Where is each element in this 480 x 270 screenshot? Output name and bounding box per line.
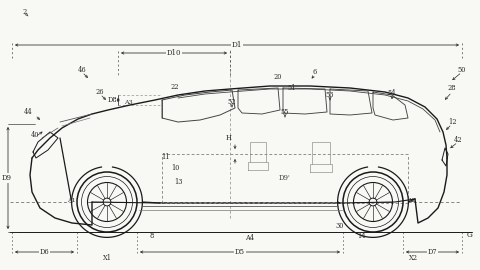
Text: 44: 44 bbox=[24, 108, 32, 116]
Text: X1: X1 bbox=[103, 254, 111, 262]
Text: D9: D9 bbox=[2, 174, 12, 182]
Text: 30: 30 bbox=[336, 222, 344, 230]
Text: D5: D5 bbox=[235, 248, 245, 256]
Text: 13: 13 bbox=[174, 178, 182, 186]
Text: 42: 42 bbox=[454, 136, 462, 144]
Text: D6: D6 bbox=[40, 248, 49, 256]
Text: A1: A1 bbox=[67, 197, 75, 202]
Text: 12: 12 bbox=[448, 118, 456, 126]
Text: 28: 28 bbox=[448, 84, 456, 92]
Text: D7: D7 bbox=[428, 248, 437, 256]
Text: 54: 54 bbox=[388, 89, 396, 97]
Text: D8: D8 bbox=[107, 96, 117, 104]
Text: 2: 2 bbox=[23, 8, 27, 16]
Text: 40: 40 bbox=[31, 131, 39, 139]
Text: D9': D9' bbox=[279, 174, 291, 183]
Text: H: H bbox=[226, 134, 232, 142]
Text: A4: A4 bbox=[245, 234, 254, 242]
Text: 6: 6 bbox=[313, 68, 317, 76]
Text: 50: 50 bbox=[458, 66, 466, 74]
Text: 20: 20 bbox=[274, 73, 282, 81]
Text: D1: D1 bbox=[232, 41, 242, 49]
Text: 26: 26 bbox=[96, 88, 104, 96]
Text: A2: A2 bbox=[407, 197, 415, 202]
Text: X2: X2 bbox=[408, 254, 418, 262]
Text: G: G bbox=[467, 231, 473, 239]
Text: 8: 8 bbox=[150, 232, 154, 240]
Text: 53: 53 bbox=[326, 91, 334, 99]
Text: 52: 52 bbox=[228, 98, 236, 106]
Text: 10: 10 bbox=[171, 164, 179, 172]
Text: D10: D10 bbox=[167, 49, 181, 57]
Text: 14: 14 bbox=[358, 232, 366, 240]
Text: 55: 55 bbox=[281, 108, 289, 116]
Text: 51: 51 bbox=[288, 84, 296, 92]
Text: 11: 11 bbox=[161, 153, 169, 161]
Text: A3: A3 bbox=[124, 100, 132, 104]
Text: 22: 22 bbox=[171, 83, 179, 91]
Text: 46: 46 bbox=[78, 66, 86, 74]
